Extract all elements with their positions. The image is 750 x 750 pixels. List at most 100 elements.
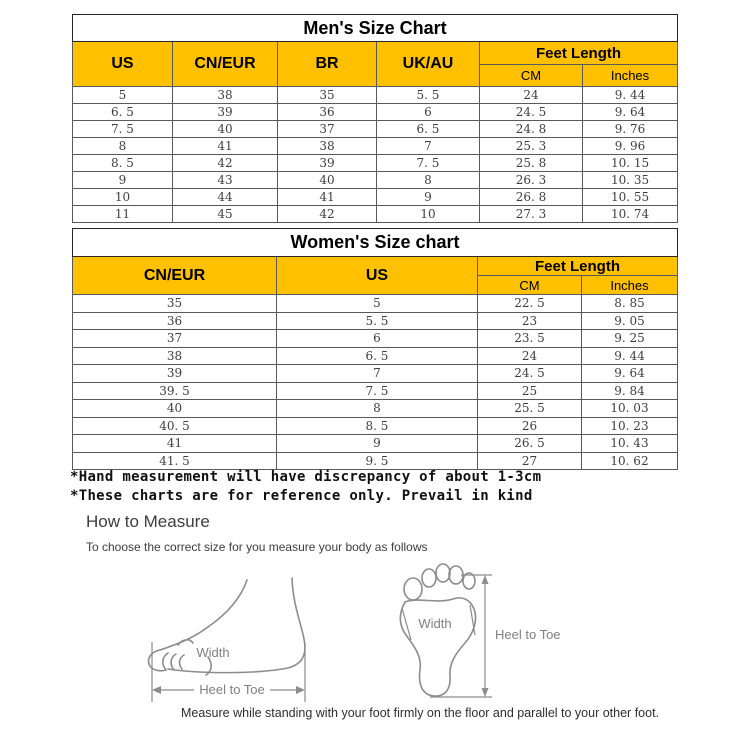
- size-cell: 26. 8: [479, 188, 583, 206]
- size-cell: 8: [72, 137, 173, 155]
- table-row: 6. 5 39 36 6 24. 5 9. 64: [72, 103, 679, 121]
- table-row: 7. 5 40 37 6. 5 24. 8 9. 76: [72, 120, 679, 138]
- size-cell: 45: [172, 205, 278, 223]
- size-cell: 9: [72, 171, 173, 189]
- size-cell: 7: [276, 364, 478, 383]
- side-heel-to-toe-label: Heel to Toe: [199, 682, 265, 697]
- men-col-cm: CM: [479, 64, 583, 87]
- table-row: 9 43 40 8 26. 3 10. 35: [72, 171, 679, 189]
- size-cell: 23. 5: [477, 329, 582, 348]
- size-cell: 9. 64: [581, 364, 678, 383]
- top-heel-to-toe-label: Heel to Toe: [495, 627, 561, 642]
- foot-top-view-illustration: Width Heel to Toe: [399, 563, 561, 698]
- size-cell: 8: [376, 171, 480, 189]
- measure-caption: Measure while standing with your foot fi…: [180, 706, 660, 720]
- table-row: 41. 5 9. 5 27 10. 62: [72, 451, 678, 470]
- size-cell: 10. 74: [581, 205, 679, 223]
- size-cell: 26. 3: [479, 171, 583, 189]
- size-cell: 9. 44: [581, 86, 679, 104]
- size-cell: 24. 5: [477, 364, 582, 383]
- size-cell: 37: [72, 329, 277, 348]
- size-cell: 7: [376, 137, 480, 155]
- table-row: 5 38 35 5. 5 24 9. 44: [72, 86, 679, 104]
- size-cell: 6. 5: [276, 346, 478, 365]
- size-cell: 25. 3: [479, 137, 583, 155]
- mens-chart-title: Men's Size Chart: [71, 14, 679, 42]
- size-cell: 9. 76: [581, 120, 679, 138]
- size-cell: 25: [477, 381, 582, 400]
- table-row: 35 5 22. 5 8. 85: [72, 294, 678, 313]
- size-cell: 40. 5: [72, 416, 277, 435]
- men-col-us: US: [72, 41, 173, 87]
- size-cell: 5. 5: [376, 86, 480, 104]
- size-cell: 44: [172, 188, 278, 206]
- size-cell: 5. 5: [276, 311, 478, 330]
- size-cell: 41: [72, 434, 277, 453]
- table-row: 39. 5 7. 5 25 9. 84: [72, 381, 678, 400]
- foot-side-outline: [147, 577, 306, 676]
- size-cell: 41: [172, 137, 278, 155]
- size-cell: 10: [72, 188, 173, 206]
- size-cell: 27. 3: [479, 205, 583, 223]
- size-cell: 9. 84: [581, 381, 678, 400]
- women-col-cneur: CN/EUR: [72, 256, 277, 295]
- size-cell: 7. 5: [376, 154, 480, 172]
- size-cell: 22. 5: [477, 294, 582, 313]
- size-cell: 35: [72, 294, 277, 313]
- table-row: 38 6. 5 24 9. 44: [72, 346, 678, 365]
- size-cell: 41: [277, 188, 377, 206]
- size-cell: 36: [72, 311, 277, 330]
- size-cell: 8: [276, 399, 478, 418]
- size-cell: 35: [277, 86, 377, 104]
- size-cell: 10. 23: [581, 416, 678, 435]
- size-cell: 42: [172, 154, 278, 172]
- mens-size-table: Men's Size Chart US CN/EUR BR UK/AU Feet…: [71, 14, 679, 223]
- size-cell: 25. 8: [479, 154, 583, 172]
- size-cell: 11: [72, 205, 173, 223]
- arrow-icon: [152, 686, 305, 694]
- how-to-measure-heading: How to Measure: [86, 512, 210, 531]
- size-cell: 38: [277, 137, 377, 155]
- arrow-icon: [481, 575, 489, 697]
- size-cell: 10. 43: [581, 434, 678, 453]
- size-cell: 8. 5: [72, 154, 173, 172]
- size-cell: 10. 35: [581, 171, 679, 189]
- size-cell: 38: [172, 86, 278, 104]
- size-cell: 23: [477, 311, 582, 330]
- size-cell: 6. 5: [376, 120, 480, 138]
- size-cell: 25. 5: [477, 399, 582, 418]
- size-cell: 39: [172, 103, 278, 121]
- size-cell: 7. 5: [276, 381, 478, 400]
- size-cell: 9: [276, 434, 478, 453]
- size-cell: 24. 8: [479, 120, 583, 138]
- size-cell: 40: [172, 120, 278, 138]
- table-row: 37 6 23. 5 9. 25: [72, 329, 678, 348]
- size-cell: 9. 5: [276, 451, 478, 470]
- footnotes: *Hand measurement will have discrepancy …: [70, 468, 541, 506]
- size-cell: 10. 55: [581, 188, 679, 206]
- size-cell: 40: [277, 171, 377, 189]
- table-row: 10 44 41 9 26. 8 10. 55: [72, 188, 679, 206]
- size-cell: 27: [477, 451, 582, 470]
- men-col-cneur: CN/EUR: [172, 41, 278, 87]
- size-cell: 10: [376, 205, 480, 223]
- size-cell: 40: [72, 399, 277, 418]
- size-cell: 39: [72, 364, 277, 383]
- size-cell: 8. 5: [276, 416, 478, 435]
- table-row: 39 7 24. 5 9. 64: [72, 364, 678, 383]
- table-row: 11 45 42 10 27. 3 10. 74: [72, 205, 679, 223]
- men-feet-length-header: Feet Length: [478, 41, 679, 65]
- men-col-inches: Inches: [581, 64, 679, 87]
- how-to-measure-subheading: To choose the correct size for you measu…: [86, 540, 428, 554]
- men-col-ukau: UK/AU: [376, 41, 480, 87]
- size-cell: 9. 64: [581, 103, 679, 121]
- women-feet-length-header: Feet Length: [477, 256, 678, 276]
- top-width-label: Width: [418, 616, 451, 631]
- size-cell: 26: [477, 416, 582, 435]
- size-cell: 5: [276, 294, 478, 313]
- size-cell: 6. 5: [72, 103, 173, 121]
- size-cell: 6: [276, 329, 478, 348]
- table-row: 41 9 26. 5 10. 43: [72, 434, 678, 453]
- size-cell: 5: [72, 86, 173, 104]
- size-cell: 10. 15: [581, 154, 679, 172]
